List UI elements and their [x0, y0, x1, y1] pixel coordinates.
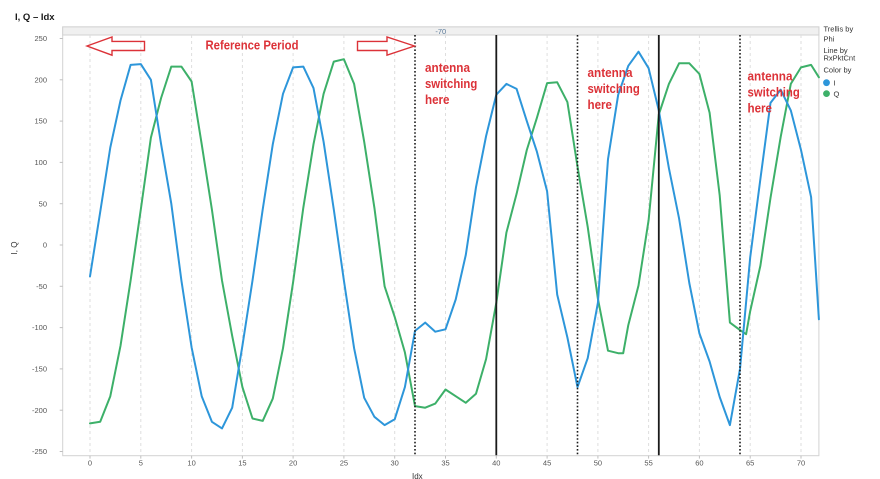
- svg-text:antenna: antenna: [425, 61, 471, 75]
- svg-text:25: 25: [340, 459, 348, 468]
- svg-text:-70: -70: [435, 27, 446, 36]
- svg-text:-50: -50: [36, 282, 47, 291]
- svg-text:here: here: [425, 93, 450, 107]
- svg-text:Phi: Phi: [824, 35, 835, 44]
- svg-text:antenna: antenna: [748, 70, 794, 84]
- svg-text:20: 20: [289, 459, 297, 468]
- svg-text:250: 250: [34, 34, 47, 43]
- svg-text:I, Q – Idx: I, Q – Idx: [15, 12, 55, 23]
- svg-text:-100: -100: [32, 323, 47, 332]
- svg-text:65: 65: [746, 459, 754, 468]
- svg-text:0: 0: [88, 459, 92, 468]
- svg-text:I: I: [834, 79, 836, 88]
- svg-text:switching: switching: [588, 82, 640, 96]
- svg-text:200: 200: [34, 75, 47, 84]
- svg-text:Reference Period: Reference Period: [206, 38, 299, 53]
- svg-text:60: 60: [695, 459, 703, 468]
- svg-text:Trellis by: Trellis by: [824, 25, 854, 34]
- svg-text:35: 35: [441, 459, 449, 468]
- svg-text:100: 100: [34, 158, 47, 167]
- svg-text:45: 45: [543, 459, 551, 468]
- svg-text:-250: -250: [32, 447, 47, 456]
- svg-text:30: 30: [391, 459, 399, 468]
- svg-text:antenna: antenna: [588, 66, 634, 80]
- svg-text:150: 150: [34, 117, 47, 126]
- svg-text:switching: switching: [748, 86, 800, 100]
- svg-text:-150: -150: [32, 365, 47, 374]
- svg-text:RxPktCnt: RxPktCnt: [824, 54, 857, 63]
- svg-text:50: 50: [39, 199, 47, 208]
- svg-text:50: 50: [594, 459, 602, 468]
- svg-text:Q: Q: [834, 89, 840, 98]
- svg-text:Line by: Line by: [824, 46, 848, 55]
- svg-text:Idx: Idx: [412, 472, 423, 479]
- svg-text:here: here: [748, 102, 773, 116]
- svg-text:10: 10: [187, 459, 195, 468]
- svg-text:70: 70: [797, 459, 805, 468]
- svg-text:-200: -200: [32, 406, 47, 415]
- svg-text:55: 55: [644, 459, 652, 468]
- svg-text:5: 5: [139, 459, 143, 468]
- svg-text:40: 40: [492, 459, 500, 468]
- svg-text:Color by: Color by: [824, 65, 852, 74]
- svg-text:0: 0: [43, 241, 47, 250]
- svg-text:switching: switching: [425, 77, 477, 91]
- svg-text:15: 15: [238, 459, 246, 468]
- svg-text:I, Q: I, Q: [10, 242, 19, 255]
- svg-text:here: here: [588, 98, 613, 112]
